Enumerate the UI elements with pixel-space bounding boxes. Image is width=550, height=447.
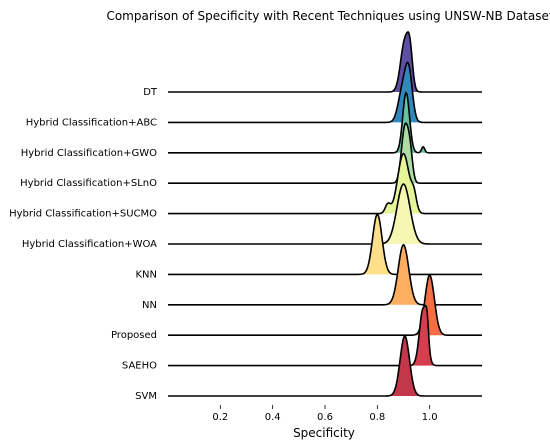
category-label: SVM	[135, 391, 157, 402]
x-axis-ticks: 0.2 0.4 0.6 0.8 1.0	[212, 405, 438, 423]
x-tick-label: 0.4	[265, 412, 281, 423]
category-label: Hybrid Classification+ABC	[26, 117, 157, 128]
ridge-fill	[168, 336, 482, 396]
ridges-group	[168, 31, 482, 397]
ridge-outline	[168, 274, 482, 336]
ridge-fill	[168, 244, 482, 305]
category-label: Hybrid Classification+GWO	[21, 148, 157, 159]
ridge-outline	[168, 152, 482, 215]
x-tick-label: 0.2	[212, 412, 228, 423]
ridge-fill	[168, 32, 482, 92]
ridge-outline	[168, 304, 482, 367]
category-label: Hybrid Classification+SLnO	[20, 178, 157, 189]
category-label: DT	[143, 87, 158, 98]
chart-title: Comparison of Specificity with Recent Te…	[106, 9, 550, 23]
ridge-outline	[168, 213, 482, 276]
x-axis-label: Specificity	[293, 426, 355, 440]
category-label: Hybrid Classification+WOA	[22, 239, 157, 250]
category-labels: DT Hybrid Classification+ABC Hybrid Classi…	[9, 87, 158, 402]
x-tick-label: 1.0	[422, 412, 438, 423]
category-label: NN	[142, 300, 157, 311]
x-tick-label: 0.6	[317, 412, 333, 423]
x-tick-label: 0.8	[369, 412, 385, 423]
ridge-outline	[168, 335, 482, 397]
ridge-outline	[168, 183, 482, 245]
ridge-outline	[168, 122, 482, 184]
ridge-fill	[168, 184, 482, 244]
ridge-outline	[168, 61, 482, 124]
ridge-outline	[168, 91, 482, 154]
category-label: Proposed	[111, 330, 157, 341]
ridge-outline	[168, 31, 482, 93]
category-label: SAEHO	[122, 361, 157, 372]
category-label: KNN	[135, 269, 157, 280]
category-label: Hybrid Classification+SUCMO	[9, 209, 157, 220]
